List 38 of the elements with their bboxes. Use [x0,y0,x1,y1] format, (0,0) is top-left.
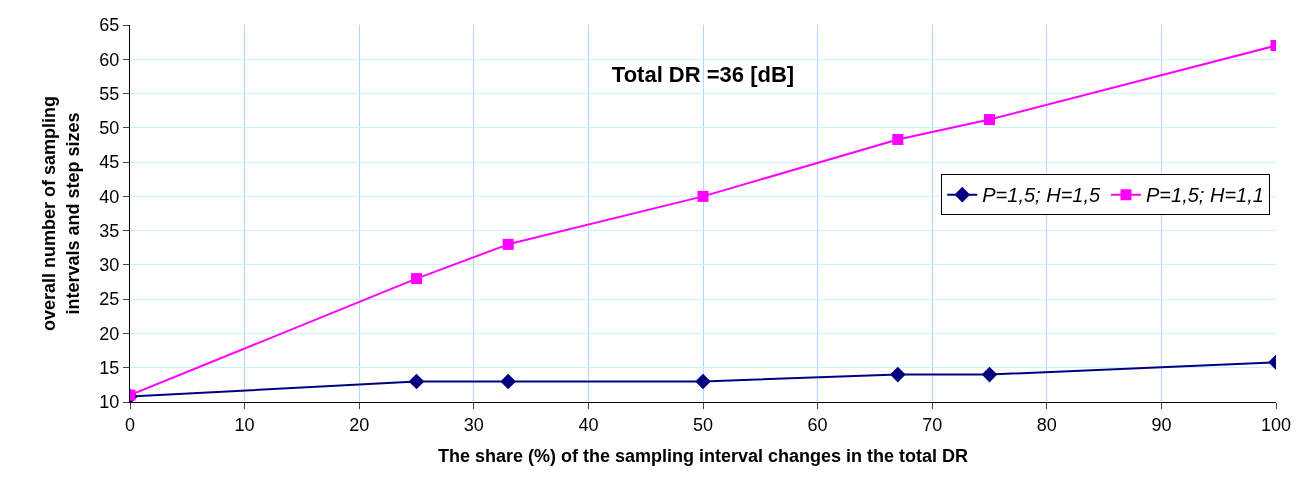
x-tick-label: 70 [922,414,943,435]
text: Total DR =36 [dB] [611,61,795,87]
y-tick-label: 60 [99,49,120,70]
y-tick-label: 65 [99,15,120,36]
x-tick-label: 0 [124,414,136,435]
y-tick-label: 40 [99,186,120,207]
y-tick-label: 35 [99,220,120,241]
point [892,133,904,145]
y-tick-label: 10 [99,392,120,413]
y-tick-label: 55 [99,83,120,104]
y-tick-label: 30 [99,255,120,276]
point [695,373,711,390]
x-tick-label: 60 [807,414,828,435]
legend-label: P=1,5; H=1,1 [1146,184,1264,207]
y-tick-label: 25 [99,289,120,310]
x-tick-label: 100 [1260,414,1292,435]
legend-label: P=1,5; H=1,5 [982,184,1102,207]
x-tick-label: 50 [692,414,714,435]
x-tick-label: 80 [1036,414,1057,435]
x-tick-label: 40 [578,414,599,435]
point [984,114,995,126]
point [697,190,709,202]
x-tick-label: 30 [463,414,484,435]
point [500,373,516,390]
point [411,273,422,285]
point [408,373,425,390]
y-tick-label: 50 [99,118,120,139]
x-tick-label: 10 [234,414,255,435]
x-tick-label: 90 [1151,414,1172,435]
point [981,366,998,383]
y-tick-label: 15 [99,358,120,379]
y-tick-label: 20 [99,323,120,344]
point [890,366,906,383]
y-axis-title: overall number of sampling intervals and step sizes [39,95,83,332]
point [502,238,514,250]
x-tick-label: 20 [349,414,370,435]
y-tick-label: 45 [99,152,120,173]
x-axis-title: The share (%) of the sampling interval changes in the total DR [437,445,969,466]
